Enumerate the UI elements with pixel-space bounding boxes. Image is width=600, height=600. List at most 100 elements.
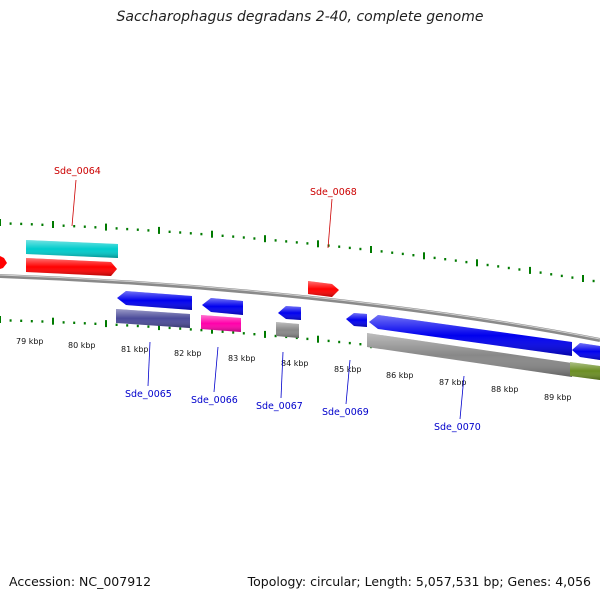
minor-tick (30, 320, 33, 323)
minor-tick (242, 332, 245, 335)
minor-tick (200, 328, 203, 332)
kbp-label: 83 kbp (228, 354, 256, 363)
major-tick (317, 335, 319, 343)
major-tick (158, 226, 160, 234)
minor-tick (73, 321, 76, 324)
minor-tick (359, 247, 362, 251)
kbp-label: 85 kbp (334, 365, 362, 374)
major-tick (52, 221, 54, 228)
gene-label-sde0064[interactable]: Sde_0064 (54, 166, 101, 177)
minor-tick (359, 343, 362, 346)
minor-tick (232, 235, 235, 238)
minor-tick (327, 244, 330, 247)
minor-tick (147, 229, 150, 232)
genome-backbone-highlight (0, 274, 600, 340)
minor-tick (285, 335, 288, 339)
kbp-labels: 79 kbp 80 kbp 81 kbp 82 kbp 83 kbp 84 kb… (16, 337, 572, 402)
kbp-label: 87 kbp (439, 378, 467, 387)
accession-text: Accession: NC_007912 (9, 574, 152, 589)
gene-label-sde0070[interactable]: Sde_0070 (434, 422, 481, 433)
major-tick (370, 246, 372, 253)
minor-tick (242, 236, 245, 239)
minor-tick (338, 245, 341, 248)
minor-tick (560, 274, 563, 278)
minor-tick (306, 242, 309, 245)
genome-backbone (0, 274, 600, 342)
minor-tick (94, 226, 97, 229)
gene-label-sde0067[interactable]: Sde_0067 (256, 401, 303, 412)
minor-tick (253, 237, 256, 240)
kbp-label: 79 kbp (16, 337, 44, 346)
topology-text: Topology: circular; Length: 5,057,531 bp… (247, 574, 591, 589)
minor-tick (200, 232, 203, 236)
minor-tick (507, 266, 510, 270)
minor-tick (274, 334, 277, 338)
minor-tick (338, 340, 341, 344)
outer-tick-arc (0, 219, 595, 283)
major-tick (423, 252, 425, 260)
minor-tick (30, 223, 33, 226)
major-tick (158, 323, 160, 331)
minor-tick (73, 225, 76, 228)
minor-tick (115, 323, 118, 326)
major-tick (317, 240, 319, 248)
minor-tick (20, 222, 23, 226)
minor-tick (550, 273, 553, 276)
minor-tick (232, 331, 235, 334)
minor-tick (454, 259, 457, 262)
major-tick (105, 320, 107, 328)
major-tick (582, 275, 584, 282)
minor-tick (189, 232, 192, 235)
minor-tick (295, 241, 298, 244)
major-tick (0, 219, 1, 226)
minor-tick (285, 240, 288, 243)
minor-tick (444, 258, 447, 261)
minor-tick (41, 223, 44, 226)
minor-tick (518, 268, 521, 271)
major-tick (264, 235, 266, 243)
major-tick (529, 266, 531, 274)
minor-tick (295, 336, 298, 340)
gene-label-sde0065[interactable]: Sde_0065 (125, 389, 172, 400)
minor-tick (94, 322, 97, 325)
kbp-label: 84 kbp (281, 359, 309, 368)
major-tick (476, 259, 478, 267)
minor-tick (136, 324, 139, 328)
minor-tick (62, 224, 65, 227)
kbp-label: 81 kbp (121, 345, 149, 354)
kbp-label: 89 kbp (544, 393, 572, 402)
minor-tick (412, 254, 415, 257)
minor-tick (327, 339, 330, 343)
major-tick (211, 230, 213, 238)
kbp-label: 80 kbp (68, 341, 96, 350)
minor-tick (465, 260, 468, 264)
minor-tick (306, 337, 309, 341)
kbp-label: 82 kbp (174, 349, 202, 358)
minor-tick (115, 227, 118, 230)
map-title: Saccharophagus degradans 2-40, complete … (116, 9, 484, 25)
minor-tick (83, 322, 86, 325)
minor-tick (147, 325, 150, 328)
minor-tick (9, 319, 12, 322)
minor-tick (189, 328, 192, 331)
gene-leader-lines (71, 179, 465, 420)
forward-strand-features (0, 240, 339, 297)
minor-tick (126, 324, 129, 327)
gene-arrow-edge-forward[interactable] (0, 256, 7, 269)
gene-labels: Sde_0064 Sde_0068 Sde_0065 Sde_0066 Sde_… (54, 166, 481, 433)
minor-tick (221, 330, 224, 333)
gene-label-sde0068[interactable]: Sde_0068 (310, 187, 357, 198)
major-tick (211, 326, 213, 334)
minor-tick (179, 327, 182, 330)
minor-tick (571, 276, 574, 279)
reverse-strand-features (116, 291, 600, 380)
gene-label-sde0066[interactable]: Sde_0066 (191, 395, 238, 406)
gene-label-sde0069[interactable]: Sde_0069 (322, 407, 369, 418)
minor-tick (592, 279, 595, 283)
minor-tick (83, 225, 86, 228)
minor-tick (168, 326, 171, 330)
minor-tick (221, 234, 224, 237)
minor-tick (136, 228, 139, 231)
minor-tick (497, 265, 500, 268)
